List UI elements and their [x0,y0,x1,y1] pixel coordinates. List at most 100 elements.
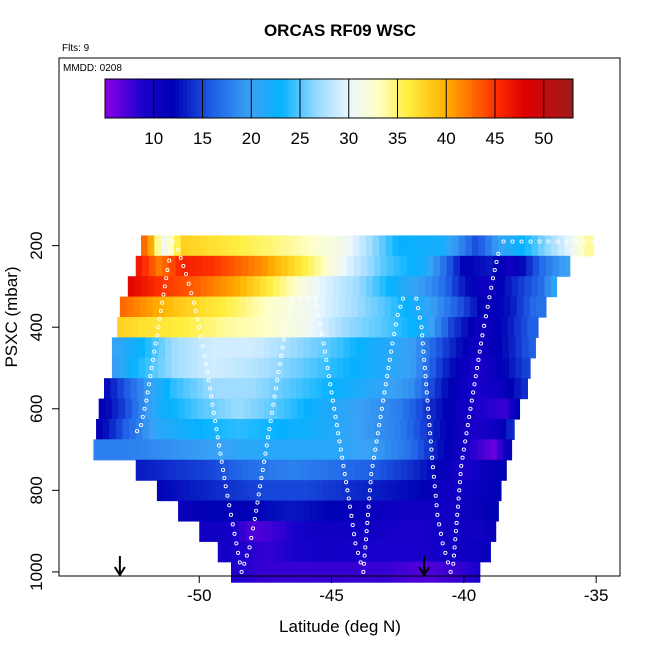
heatmap-cell [360,459,368,481]
track-point [440,541,445,546]
heatmap-cell [151,337,159,359]
heatmap-cell [212,520,220,542]
heatmap-cell [290,561,298,583]
heatmap-cell [257,500,265,522]
heatmap-cell [330,541,338,563]
heatmap-cell [358,296,366,318]
heatmap-cell [403,357,411,379]
heatmap-cell [319,276,327,298]
track-point [340,455,345,460]
heatmap-cell [131,337,139,359]
heatmap-cell [323,357,331,379]
track-point [448,569,453,574]
heatmap-cell [372,276,380,298]
heatmap-cell [461,378,469,400]
heatmap-cell [303,561,311,583]
heatmap-cell [373,255,382,277]
heatmap-cell [448,317,456,338]
heatmap-cell [351,296,359,318]
heatmap-cell [463,520,472,542]
heatmap-cell [429,357,437,379]
heatmap-cell [285,439,293,461]
colorbar-swatch [307,79,313,118]
heatmap-cell [250,337,259,359]
heatmap-cell [462,541,470,563]
heatmap-cell [454,480,462,502]
heatmap-cell [339,276,347,298]
track-point [319,331,324,337]
track-point [149,365,154,371]
heatmap-cell [355,317,363,338]
track-point [288,304,293,309]
heatmap-cell [414,378,423,400]
heatmap-cell [162,418,170,440]
heatmap-cell [470,439,478,461]
track-point [191,300,197,305]
heatmap-cell [105,398,113,420]
heatmap-cell [302,378,310,400]
colorbar-swatch [378,79,383,118]
heatmap-cell [406,255,415,277]
heatmap-cell [100,439,108,461]
heatmap-cell [531,276,539,298]
heatmap-cell [118,337,126,359]
heatmap-cell [323,398,331,420]
heatmap-cell [524,276,532,298]
track-point [262,459,267,464]
heatmap-cell [146,296,154,318]
heatmap-cell [469,561,477,583]
heatmap-cell [519,255,527,277]
heatmap-cell [303,500,311,522]
track-point [330,398,335,403]
track-point [236,550,241,555]
heatmap-cell [256,317,264,338]
track-point [281,337,286,342]
heatmap-row [119,296,547,318]
heatmap-cell [216,317,224,338]
heatmap-cell [234,418,243,440]
colorbar-tick-label: 15 [193,129,212,148]
heatmap-cell [303,541,311,563]
track-point [453,537,458,542]
heatmap-cell [369,561,378,583]
heatmap-cell [223,480,231,502]
heatmap-cell [175,459,183,481]
heatmap-cell [474,378,482,400]
heatmap-cell [213,276,222,298]
track-point [387,357,392,362]
heatmap-cell [459,418,468,440]
track-point [168,249,174,254]
heatmap-cell [442,398,450,420]
track-point [142,406,147,411]
colorbar-swatch [495,79,500,118]
x-tick-label: -45 [319,586,344,605]
heatmap-cell [356,561,364,583]
heatmap-cell [155,418,163,440]
heatmap-cell [369,398,378,420]
track-point [209,394,214,399]
heatmap-cell [469,500,477,522]
heatmap-cell [384,520,392,542]
heatmap-cell [412,235,420,257]
heatmap-cell [336,337,345,359]
heatmap-cell [405,276,413,298]
heatmap-cell [268,255,276,277]
track-point [480,333,485,338]
heatmap-cell [475,337,483,359]
heatmap-cell [467,378,476,400]
heatmap-cell [327,255,335,277]
heatmap-cell [310,357,318,379]
track-point [451,561,456,566]
heatmap-cell [354,418,362,440]
colorbar-swatch [561,79,566,118]
heatmap-cell [406,418,415,440]
heatmap-cell [437,296,445,318]
heatmap-cell [396,398,404,420]
heatmap-cell [334,255,342,277]
heatmap-cell [110,378,118,400]
heatmap-cell [277,541,285,563]
colorbar-tick-label: 30 [339,129,358,148]
heatmap-cell [317,357,325,379]
track-point [475,365,480,371]
heatmap-cell [216,378,224,400]
